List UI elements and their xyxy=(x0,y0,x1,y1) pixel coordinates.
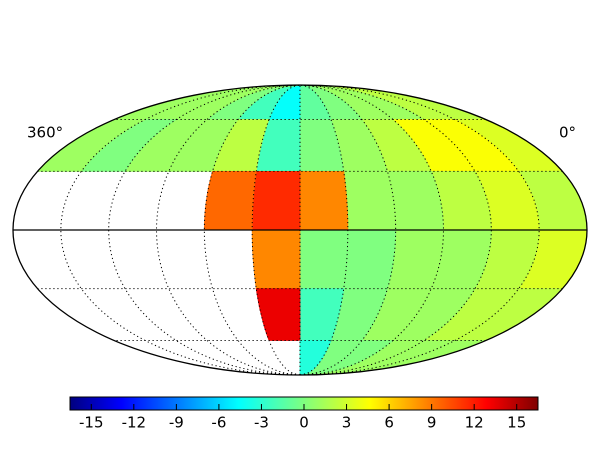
map-cell xyxy=(343,171,397,231)
colorbar-tick-label: 3 xyxy=(342,414,352,432)
colorbar-tick-label: -9 xyxy=(169,414,184,432)
map-cell xyxy=(255,288,301,341)
meridian xyxy=(299,84,397,376)
colorbar-tick-label: -15 xyxy=(79,414,104,432)
colorbar-tick-label: 9 xyxy=(427,414,437,432)
map-cell xyxy=(251,229,301,289)
map-outline xyxy=(12,84,588,376)
map-cell xyxy=(299,171,349,231)
map-cell xyxy=(386,229,444,289)
map-cell xyxy=(251,171,301,231)
meridian xyxy=(108,84,301,376)
map-cell xyxy=(386,171,444,231)
x-tick-label: 360° xyxy=(27,124,63,142)
colorbar-tick-label: 6 xyxy=(384,414,394,432)
map-cell xyxy=(343,229,397,289)
colorbar-tick-label: -6 xyxy=(211,414,226,432)
graticule xyxy=(12,84,588,376)
colorbar-tick-label: -3 xyxy=(254,414,269,432)
meridian xyxy=(203,84,301,376)
colorbar-tick-label: 12 xyxy=(465,414,484,432)
colorbar-tick-label: -12 xyxy=(122,414,147,432)
map-cell xyxy=(299,340,332,376)
meridian xyxy=(155,84,301,376)
colorbar-tick-label: 0 xyxy=(299,414,309,432)
map-cell xyxy=(203,171,257,231)
colorbar-tick-label: 15 xyxy=(507,414,526,432)
map-cell xyxy=(299,229,349,289)
map-cells xyxy=(36,84,588,376)
x-tick-label: 0° xyxy=(559,124,576,142)
meridian xyxy=(299,84,492,376)
meridian xyxy=(299,84,540,376)
